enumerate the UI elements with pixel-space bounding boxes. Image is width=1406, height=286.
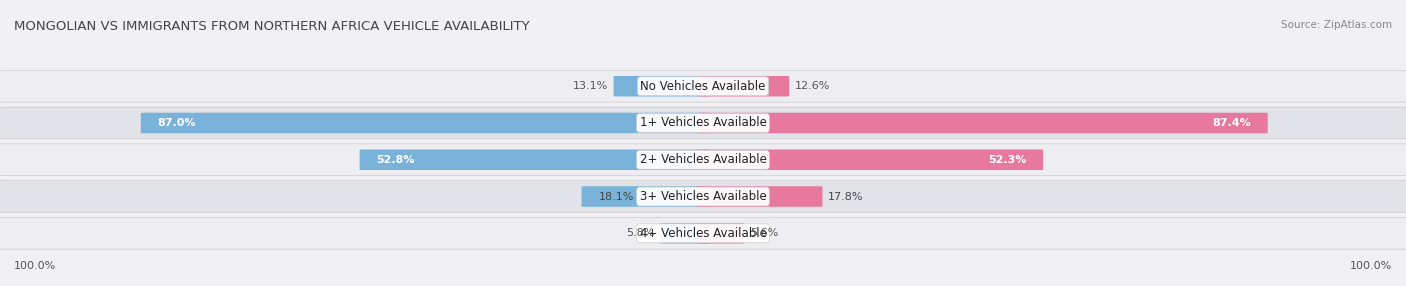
FancyBboxPatch shape [141, 113, 709, 133]
Text: 12.6%: 12.6% [794, 81, 830, 91]
Text: Source: ZipAtlas.com: Source: ZipAtlas.com [1281, 20, 1392, 30]
Text: 5.8%: 5.8% [626, 228, 655, 238]
FancyBboxPatch shape [0, 217, 1406, 249]
FancyBboxPatch shape [0, 70, 1406, 102]
FancyBboxPatch shape [661, 223, 709, 244]
FancyBboxPatch shape [697, 223, 744, 244]
Text: 17.8%: 17.8% [828, 192, 863, 202]
Text: 13.1%: 13.1% [572, 81, 607, 91]
FancyBboxPatch shape [697, 76, 789, 96]
Text: 3+ Vehicles Available: 3+ Vehicles Available [640, 190, 766, 203]
FancyBboxPatch shape [0, 144, 1406, 176]
Text: 87.4%: 87.4% [1212, 118, 1251, 128]
FancyBboxPatch shape [613, 76, 709, 96]
FancyBboxPatch shape [360, 150, 709, 170]
Text: 100.0%: 100.0% [14, 261, 56, 271]
Text: 1+ Vehicles Available: 1+ Vehicles Available [640, 116, 766, 130]
Text: 18.1%: 18.1% [599, 192, 634, 202]
FancyBboxPatch shape [582, 186, 709, 207]
Text: 52.8%: 52.8% [377, 155, 415, 165]
Text: 4+ Vehicles Available: 4+ Vehicles Available [640, 227, 766, 240]
FancyBboxPatch shape [697, 113, 1268, 133]
FancyBboxPatch shape [697, 150, 1043, 170]
Text: MONGOLIAN VS IMMIGRANTS FROM NORTHERN AFRICA VEHICLE AVAILABILITY: MONGOLIAN VS IMMIGRANTS FROM NORTHERN AF… [14, 20, 530, 33]
Text: No Vehicles Available: No Vehicles Available [640, 80, 766, 93]
Text: 2+ Vehicles Available: 2+ Vehicles Available [640, 153, 766, 166]
FancyBboxPatch shape [697, 186, 823, 207]
Text: 52.3%: 52.3% [988, 155, 1026, 165]
FancyBboxPatch shape [0, 180, 1406, 212]
Text: 87.0%: 87.0% [157, 118, 197, 128]
FancyBboxPatch shape [0, 107, 1406, 139]
Text: 100.0%: 100.0% [1350, 261, 1392, 271]
Text: 5.6%: 5.6% [749, 228, 779, 238]
